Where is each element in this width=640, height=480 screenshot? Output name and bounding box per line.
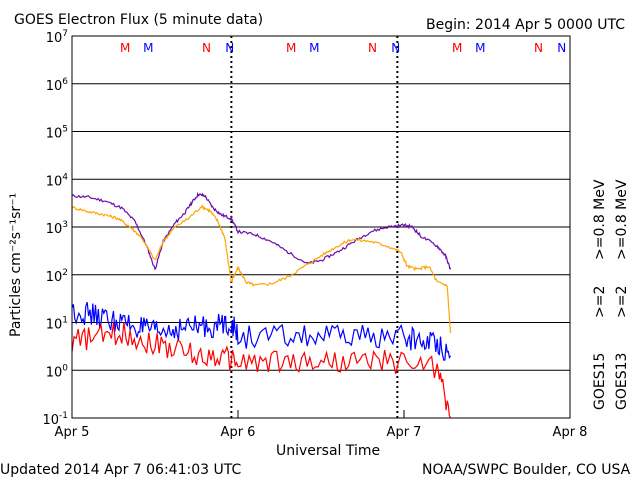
y-tick-label: 107 [46, 29, 68, 46]
mn-marker: N [391, 41, 400, 55]
x-axis-label: Universal Time [276, 443, 380, 459]
updated-label: Updated 2014 Apr 7 06:41:03 UTC [0, 462, 241, 478]
mn-marker: N [557, 41, 566, 55]
y-tick-label: 105 [46, 125, 68, 142]
mn-marker: N [202, 41, 211, 55]
begin-label: Begin: 2014 Apr 5 0000 UTC [426, 17, 625, 33]
legend-entry: >=0.8 MeV [614, 179, 630, 260]
satellite-label-goes15: GOES15 [592, 353, 608, 410]
y-tick-label: 100 [46, 363, 69, 380]
x-tick-label: Apr 5 [55, 425, 90, 440]
legend-entry: >=2 [614, 286, 630, 318]
y-tick-label: 104 [46, 172, 69, 189]
series-line [71, 322, 452, 419]
mn-marker: N [368, 41, 377, 55]
y-tick-label: 101 [46, 316, 68, 333]
mn-marker: N [534, 41, 543, 55]
satellite-label-goes13: GOES13 [614, 353, 630, 410]
y-axis-label: Particles cm⁻²s⁻¹sr⁻¹ [8, 193, 24, 337]
series-line [71, 191, 452, 271]
legend-entry: >=2 [592, 286, 608, 318]
mn-marker: M [286, 41, 296, 55]
mn-marker: M [309, 41, 319, 55]
chart-title: GOES Electron Flux (5 minute data) [14, 12, 263, 28]
y-tick-label: 106 [46, 77, 69, 94]
y-tick-label: 103 [46, 220, 68, 237]
credit-label: NOAA/SWPC Boulder, CO USA [422, 462, 631, 478]
plot-frame [71, 35, 571, 419]
mn-marker: M [143, 41, 153, 55]
x-tick-label: Apr 6 [221, 425, 256, 440]
x-tick-label: Apr 7 [387, 425, 422, 440]
series-line [71, 204, 452, 334]
y-tick-label: 102 [46, 268, 68, 285]
mn-marker: M [120, 41, 130, 55]
mn-marker: M [475, 41, 485, 55]
mn-marker: M [452, 41, 462, 55]
legend-entry: >=0.8 MeV [592, 179, 608, 260]
series-line [71, 302, 451, 361]
x-tick-label: Apr 8 [553, 425, 588, 440]
mn-marker: N [225, 41, 234, 55]
